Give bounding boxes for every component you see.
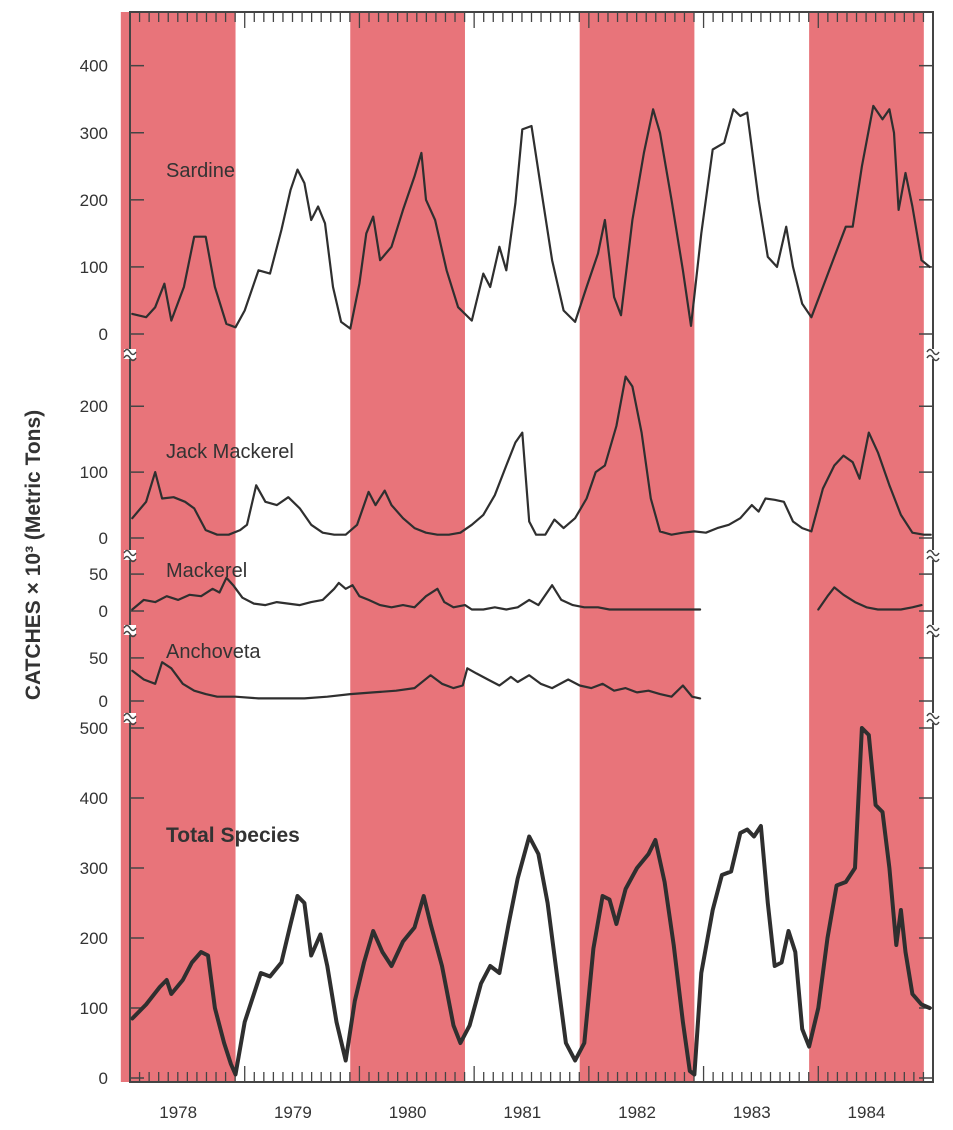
- label-layer: CATCHES × 10³ (Metric Tons) Sardine Jack…: [22, 57, 885, 1122]
- shading-band-1980: [350, 12, 465, 1082]
- axis-break-mark: [926, 348, 940, 362]
- shading-band-1978: [120, 12, 236, 1082]
- shading-layer: [120, 12, 924, 1082]
- x-tick-label-1984: 1984: [848, 1103, 886, 1122]
- y-tick-label-jack-mackerel-200: 200: [80, 397, 108, 416]
- y-tick-label-jack-mackerel-100: 100: [80, 463, 108, 482]
- y-tick-label-mackerel-50: 50: [89, 565, 108, 584]
- series-label-anchoveta: Anchoveta: [166, 641, 261, 663]
- series-label-total-species: Total Species: [166, 824, 300, 847]
- axis-break-gap: [927, 550, 939, 560]
- tick-layer: [129, 12, 934, 1082]
- axis-break-gap: [124, 625, 136, 635]
- series-line-anchoveta: [131, 661, 702, 700]
- y-tick-label-total-species-0: 0: [99, 1069, 108, 1088]
- y-tick-label-total-species-300: 300: [80, 859, 108, 878]
- y-tick-label-mackerel-0: 0: [99, 602, 108, 621]
- y-tick-label-total-species-500: 500: [80, 719, 108, 738]
- axis-break-gap: [124, 349, 136, 359]
- x-tick-label-1983: 1983: [733, 1103, 771, 1122]
- series-line-sardine: [131, 104, 931, 330]
- line-layer: [130, 104, 932, 1077]
- axis-break-mark: [926, 712, 940, 726]
- axis-break-mark: [123, 624, 137, 638]
- y-tick-label-sardine-300: 300: [80, 124, 108, 143]
- axis-break-gap: [927, 713, 939, 723]
- axis-break-mark: [123, 712, 137, 726]
- x-tick-label-1981: 1981: [503, 1103, 541, 1122]
- y-tick-label-sardine-200: 200: [80, 191, 108, 210]
- axis-break-gap: [124, 713, 136, 723]
- y-tick-label-anchoveta-50: 50: [89, 649, 108, 668]
- axis-break-gap: [927, 349, 939, 359]
- series-line-mackerel-1: [131, 576, 702, 611]
- y-tick-label-jack-mackerel-0: 0: [99, 529, 108, 548]
- shading-band-1984: [809, 12, 924, 1082]
- series-line-jack-mackerel: [131, 375, 932, 536]
- series-label-sardine: Sardine: [166, 160, 235, 182]
- axis-break-mark: [926, 624, 940, 638]
- series-label-mackerel: Mackerel: [166, 560, 247, 582]
- axis-break-mark: [926, 549, 940, 563]
- x-tick-label-1980: 1980: [389, 1103, 427, 1122]
- series-line-total-species: [130, 726, 932, 1077]
- y-tick-label-total-species-100: 100: [80, 999, 108, 1018]
- x-tick-label-1982: 1982: [618, 1103, 656, 1122]
- y-tick-label-sardine-0: 0: [99, 325, 108, 344]
- axis-break-gap: [927, 625, 939, 635]
- y-tick-label-total-species-200: 200: [80, 929, 108, 948]
- x-tick-label-1979: 1979: [274, 1103, 312, 1122]
- y-axis-label: CATCHES × 10³ (Metric Tons): [22, 410, 45, 700]
- y-tick-label-sardine-400: 400: [80, 57, 108, 76]
- axis-break-mark: [123, 348, 137, 362]
- series-label-jack-mackerel: Jack Mackerel: [166, 441, 294, 463]
- axis-break-mark: [123, 549, 137, 563]
- y-tick-label-sardine-100: 100: [80, 258, 108, 277]
- series-line-mackerel-2: [817, 586, 923, 611]
- y-tick-label-total-species-400: 400: [80, 789, 108, 808]
- y-tick-label-anchoveta-0: 0: [99, 692, 108, 711]
- x-tick-label-1978: 1978: [159, 1103, 197, 1122]
- axis-break-gap: [124, 550, 136, 560]
